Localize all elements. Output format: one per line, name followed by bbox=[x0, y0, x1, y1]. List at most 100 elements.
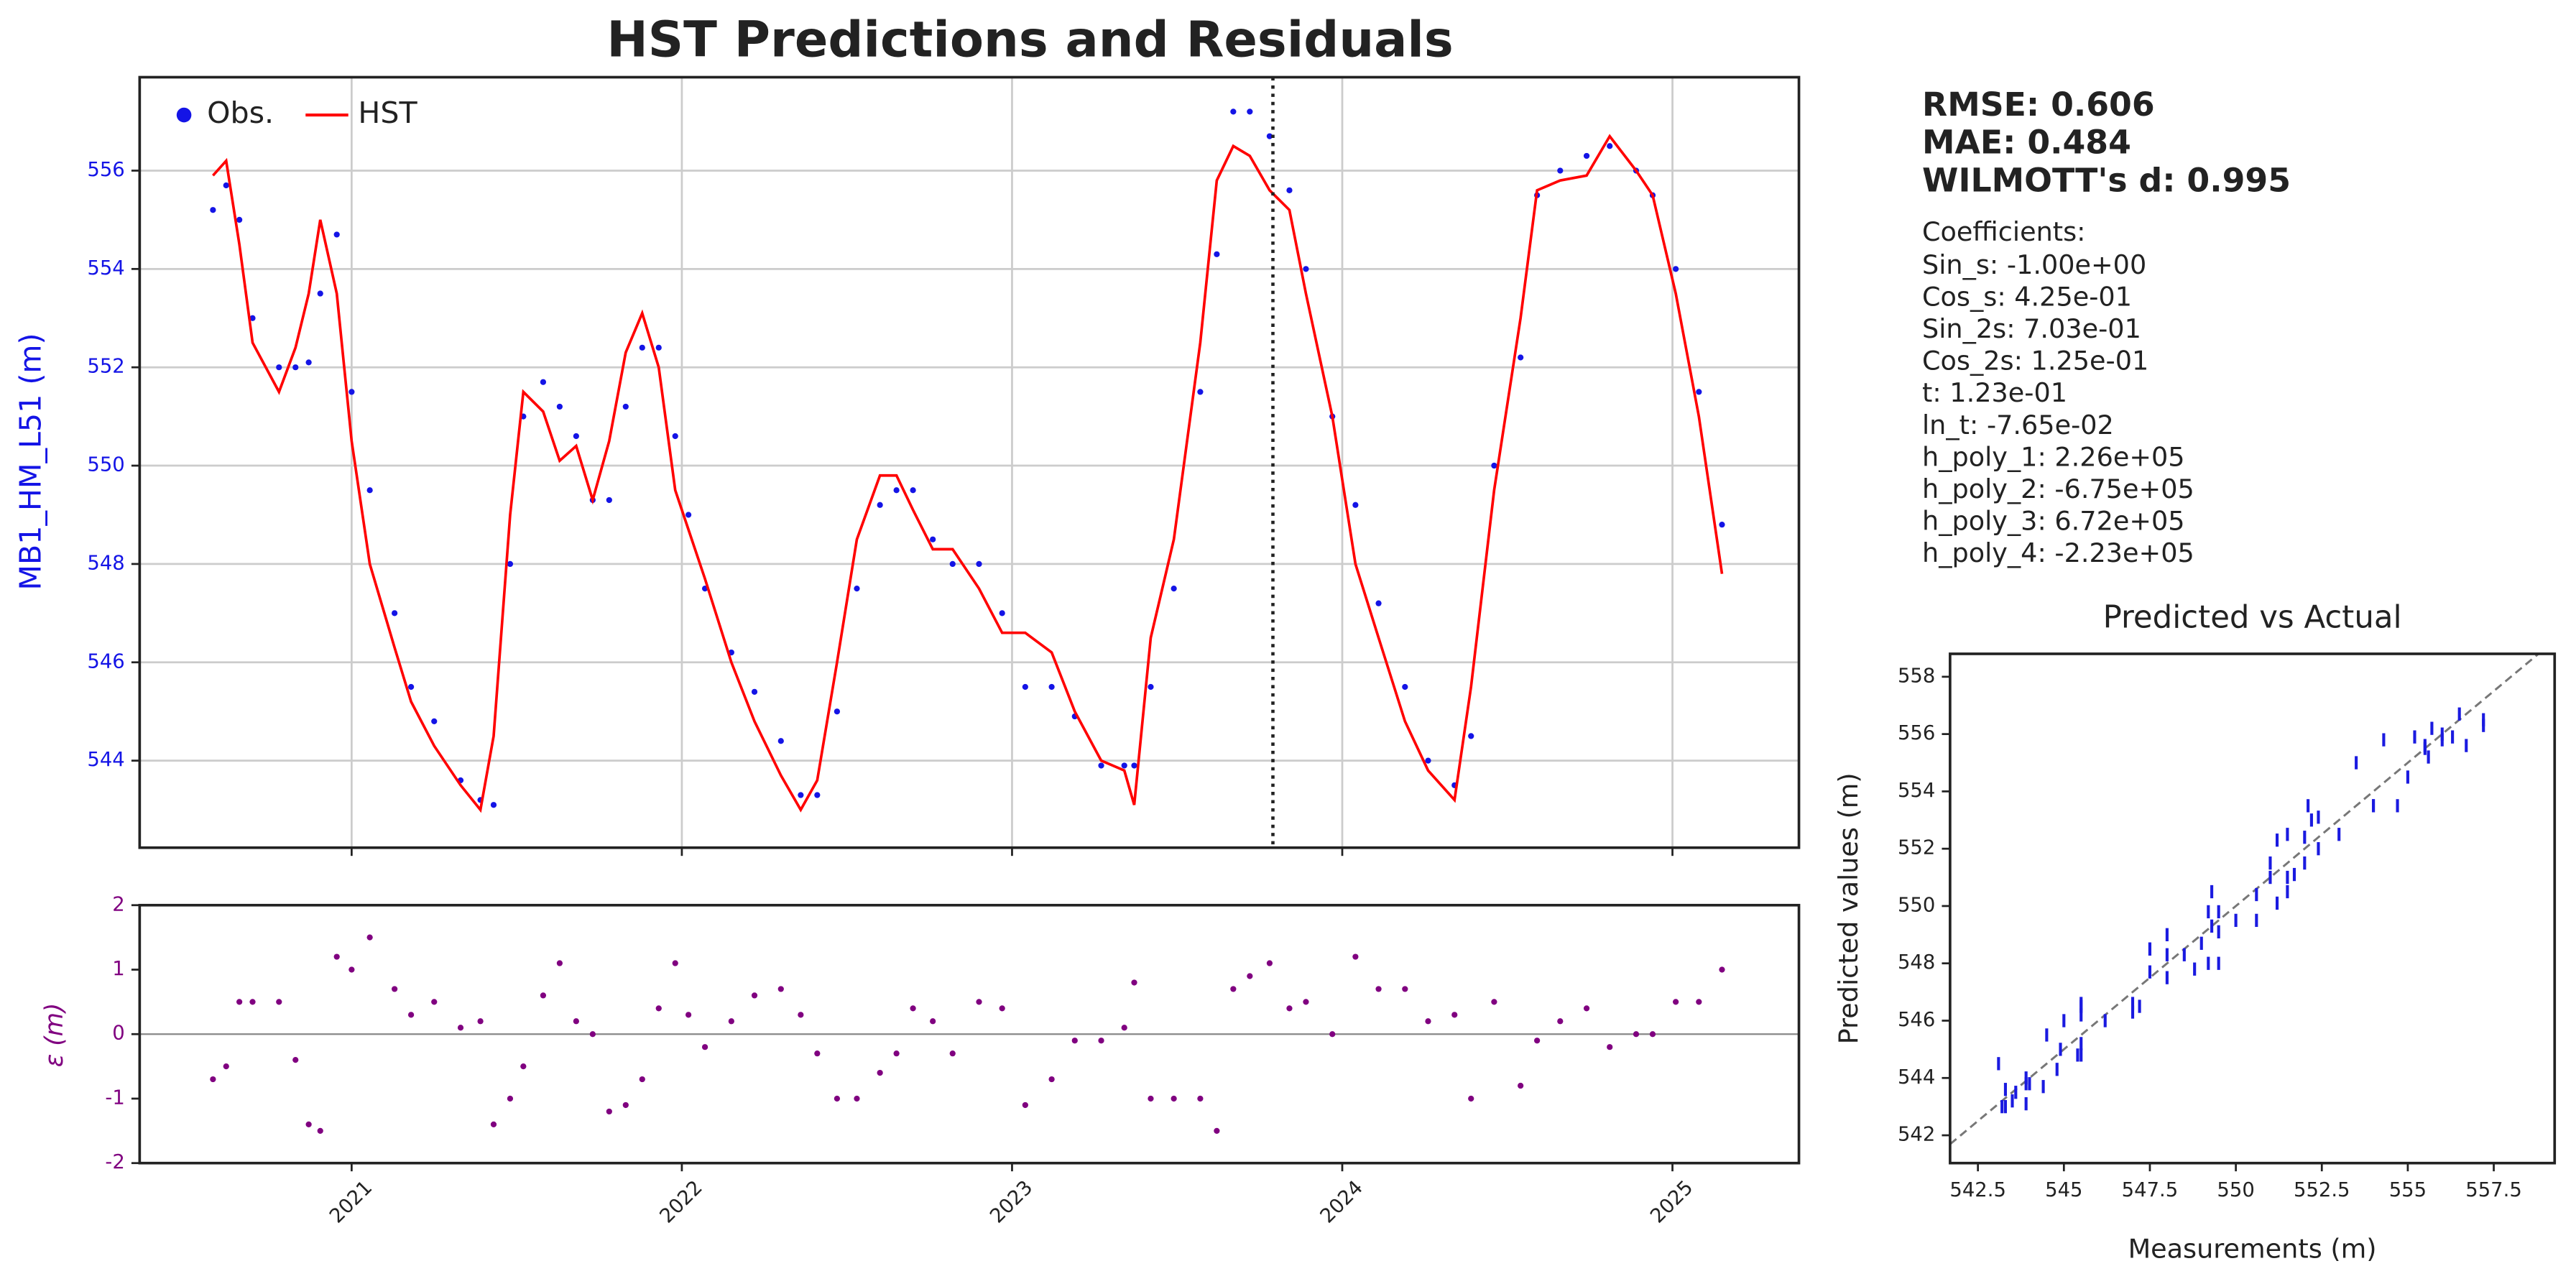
obs-point bbox=[1468, 733, 1474, 739]
residual-point bbox=[672, 960, 678, 966]
obs-point bbox=[366, 487, 373, 494]
residual-point bbox=[589, 1031, 596, 1038]
coefficient: Cos_2s: 1.25e-01 bbox=[1922, 346, 2148, 377]
point bbox=[2165, 928, 2169, 941]
point bbox=[2055, 1063, 2059, 1076]
point bbox=[2079, 1048, 2083, 1062]
obs-point bbox=[1098, 762, 1104, 769]
residual-point bbox=[210, 1076, 216, 1083]
obs-point bbox=[431, 718, 438, 725]
x-tick-label: 557.5 bbox=[2465, 1179, 2522, 1201]
residual-point bbox=[556, 960, 563, 966]
residual-point bbox=[1375, 986, 1382, 992]
obs-point bbox=[507, 560, 514, 568]
residual-point bbox=[949, 1050, 956, 1057]
residual-point bbox=[305, 1121, 312, 1127]
obs-point bbox=[1557, 167, 1564, 174]
obs-point bbox=[1352, 502, 1359, 508]
x-tick-label: 547.5 bbox=[2122, 1179, 2179, 1201]
point bbox=[2406, 770, 2409, 784]
x-axis-label: Measurements (m) bbox=[2128, 1233, 2377, 1264]
residual-point bbox=[930, 1018, 936, 1025]
obs-point bbox=[1286, 187, 1293, 193]
obs-point bbox=[1197, 389, 1204, 395]
residual-point bbox=[333, 953, 340, 960]
obs-point bbox=[573, 433, 579, 440]
obs-point bbox=[1303, 266, 1309, 272]
x-tick-label: 2021 bbox=[326, 1176, 377, 1227]
point bbox=[2292, 867, 2296, 882]
residual-point bbox=[1121, 1025, 1127, 1031]
point bbox=[2371, 799, 2376, 813]
obs-point bbox=[976, 560, 982, 568]
residual-point bbox=[751, 992, 758, 999]
obs-point bbox=[930, 536, 936, 542]
y-tick-label: 558 bbox=[1898, 665, 1935, 687]
point bbox=[2255, 887, 2258, 902]
x-tick-label: 2025 bbox=[1646, 1176, 1697, 1227]
obs-point bbox=[777, 738, 784, 744]
x-tick-label: 2023 bbox=[986, 1176, 1037, 1227]
point bbox=[2130, 997, 2135, 1010]
point bbox=[1997, 1057, 2000, 1071]
residual-point bbox=[507, 1095, 514, 1102]
point bbox=[2440, 727, 2444, 741]
point bbox=[2210, 919, 2214, 933]
point bbox=[2207, 956, 2210, 970]
x-tick-label: 2024 bbox=[1316, 1176, 1367, 1227]
y-tick-label: 552 bbox=[87, 356, 124, 378]
y-tick-label: 548 bbox=[1898, 951, 1935, 974]
point bbox=[2482, 719, 2485, 732]
obs-point bbox=[1247, 108, 1253, 115]
obs-point bbox=[1131, 762, 1137, 769]
coefficient: Cos_s: 4.25e-01 bbox=[1922, 281, 2132, 312]
point bbox=[2148, 965, 2152, 979]
point bbox=[2465, 739, 2468, 752]
y-tick-label: 556 bbox=[87, 159, 124, 181]
residual-point bbox=[1230, 986, 1237, 992]
x-tick-label: 545 bbox=[2045, 1179, 2082, 1201]
point bbox=[2217, 956, 2220, 970]
obs-point bbox=[834, 708, 841, 715]
point bbox=[2024, 1077, 2028, 1091]
point bbox=[2317, 842, 2320, 856]
point bbox=[2275, 896, 2279, 910]
residual-point bbox=[407, 1012, 415, 1018]
y-tick-label: 554 bbox=[87, 257, 124, 280]
residual-point bbox=[366, 934, 373, 941]
y-axis-label: MB1_HM_L51 (m) bbox=[14, 333, 48, 590]
obs-point bbox=[999, 610, 1005, 616]
obs-point bbox=[1719, 522, 1725, 528]
point bbox=[2014, 1086, 2018, 1099]
point bbox=[2045, 1028, 2049, 1042]
point bbox=[2076, 1048, 2079, 1062]
y-tick-label: 550 bbox=[87, 454, 124, 476]
obs-point bbox=[910, 487, 916, 494]
point bbox=[2182, 948, 2186, 961]
obs-point bbox=[1048, 683, 1055, 691]
y-tick-label: 550 bbox=[1898, 894, 1935, 916]
point bbox=[2165, 971, 2169, 984]
obs-point bbox=[814, 792, 821, 798]
residual-point bbox=[236, 999, 243, 1005]
residual-point bbox=[728, 1018, 734, 1025]
point bbox=[2138, 999, 2141, 1013]
obs-point bbox=[1148, 683, 1154, 691]
obs-point bbox=[249, 315, 256, 321]
residual-point bbox=[655, 1005, 662, 1012]
point bbox=[2255, 913, 2258, 928]
y-tick-label: 544 bbox=[1898, 1066, 1935, 1089]
obs-point bbox=[333, 231, 340, 238]
residual-point bbox=[1534, 1038, 1541, 1044]
coefficient: h_poly_3: 6.72e+05 bbox=[1922, 506, 2185, 537]
residual-point bbox=[573, 1018, 579, 1025]
residual-point bbox=[1098, 1038, 1104, 1044]
residual-point bbox=[1352, 953, 1359, 960]
coefficient: t: 1.23e-01 bbox=[1922, 377, 2067, 408]
point bbox=[2011, 1094, 2014, 1108]
point bbox=[2003, 1100, 2008, 1114]
x-tick-label: 552.5 bbox=[2294, 1179, 2350, 1201]
x-tick-label: 555 bbox=[2389, 1179, 2427, 1201]
point bbox=[2199, 936, 2203, 950]
